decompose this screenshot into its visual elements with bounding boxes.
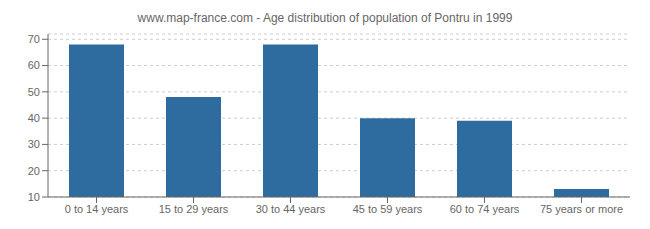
html-text:www.map-france.com - Age distr: www.map-france.com - Age distribution of… (137, 11, 513, 25)
svg-text:50: 50 (28, 86, 40, 98)
svg-text:60 to 74 years: 60 to 74 years (450, 203, 520, 215)
svg-text:75 years or more: 75 years or more (540, 203, 623, 215)
svg-text:60: 60 (28, 59, 40, 71)
svg-text:10: 10 (28, 191, 40, 203)
svg-text:0 to 14 years: 0 to 14 years (65, 203, 129, 215)
svg-text:30 to 44 years: 30 to 44 years (256, 203, 326, 215)
svg-text:70: 70 (28, 33, 40, 45)
svg-text:45 to 59 years: 45 to 59 years (353, 203, 423, 215)
svg-text:30: 30 (28, 138, 40, 150)
svg-text:40: 40 (28, 112, 40, 124)
svg-text:15 to 29 years: 15 to 29 years (159, 203, 229, 215)
svg-text:20: 20 (28, 165, 40, 177)
